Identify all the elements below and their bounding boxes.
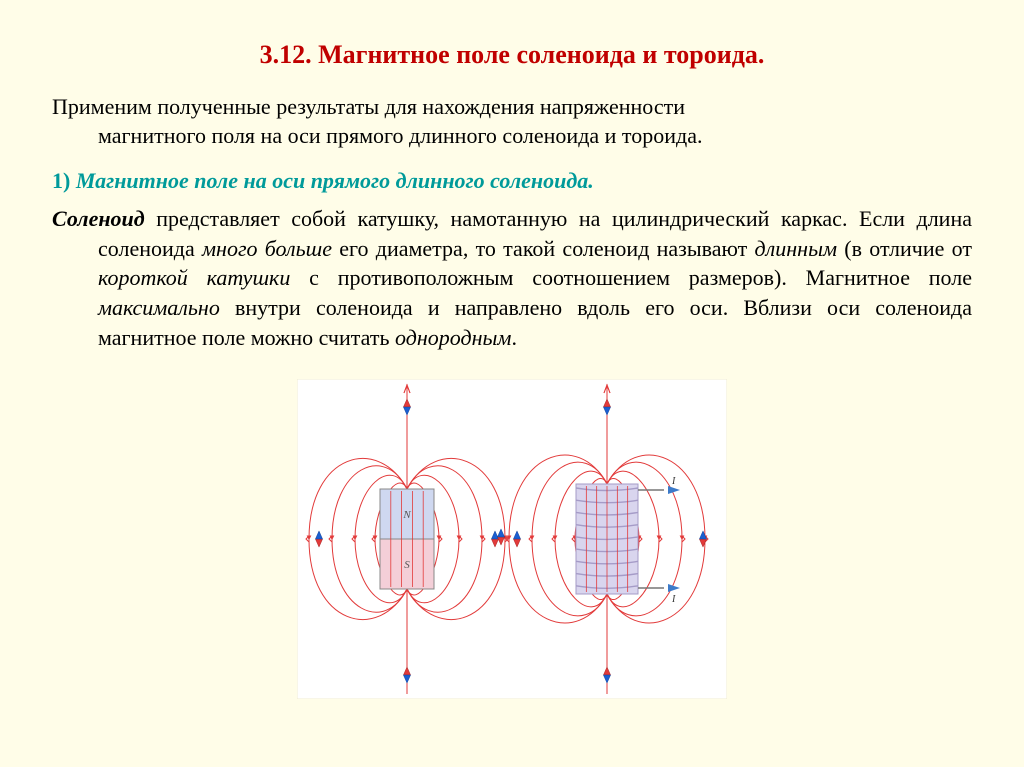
body-t3: (в отличие от [837, 236, 972, 261]
body-t6: . [511, 325, 517, 350]
intro-line2: магнитного поля на оси прямого длинного … [52, 121, 972, 150]
body-em2: длинным [755, 236, 838, 261]
body-paragraph: Соленоид представляет собой катушку, нам… [52, 204, 972, 352]
body-em5: однородным [395, 325, 511, 350]
body-em4: максимально [98, 295, 220, 320]
figure-container: N S I I [52, 353, 972, 740]
svg-text:I: I [671, 476, 676, 487]
intro-line1: Применим полученные результаты для нахож… [52, 94, 685, 119]
body-em1: много больше [202, 236, 332, 261]
field-diagram: N S I I [297, 379, 727, 699]
intro-paragraph: Применим полученные результаты для нахож… [52, 92, 972, 150]
term-solenoid: Соленоид [52, 206, 145, 231]
svg-text:N: N [402, 509, 411, 521]
body-t2: его диаметра, то такой соленоид называют [332, 236, 755, 261]
page-title: 3.12. Магнитное поле соленоида и тороида… [52, 40, 972, 70]
svg-text:S: S [404, 559, 410, 571]
body-t5: внутри соленоида и направлено вдоль его … [98, 295, 972, 350]
svg-text:I: I [671, 594, 676, 605]
subhead-text: Магнитное поле на оси прямого длинного с… [76, 168, 594, 193]
subhead-number: 1) [52, 168, 70, 193]
subheading-1: 1) Магнитное поле на оси прямого длинног… [52, 168, 972, 194]
body-em3: короткой катушки [98, 265, 290, 290]
body-t4: с противоположным соотношением размеров)… [290, 265, 972, 290]
